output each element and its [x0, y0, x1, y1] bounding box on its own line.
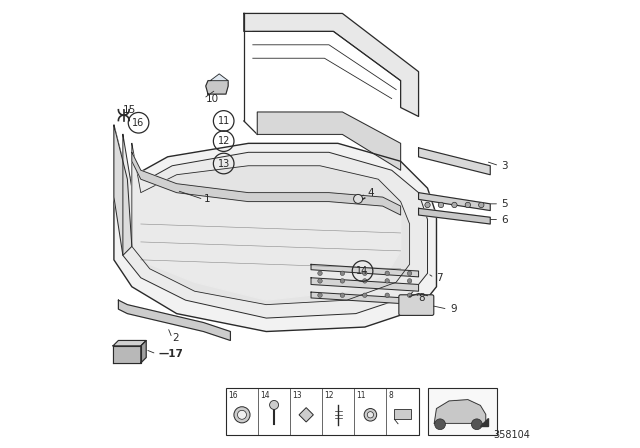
Circle shape	[317, 279, 323, 283]
Polygon shape	[435, 400, 486, 423]
Text: 8: 8	[388, 391, 394, 400]
Circle shape	[269, 401, 278, 409]
Polygon shape	[118, 300, 230, 340]
Text: 7: 7	[436, 273, 443, 283]
Polygon shape	[244, 13, 419, 116]
Circle shape	[317, 271, 323, 276]
Polygon shape	[132, 143, 410, 305]
Text: 9: 9	[450, 304, 456, 314]
Circle shape	[237, 410, 246, 419]
Polygon shape	[311, 278, 419, 291]
Circle shape	[425, 202, 430, 208]
Text: 12: 12	[324, 391, 334, 400]
Text: 11: 11	[356, 391, 366, 400]
Circle shape	[438, 202, 444, 208]
Polygon shape	[257, 112, 401, 170]
Circle shape	[407, 279, 412, 283]
Circle shape	[479, 202, 484, 208]
Polygon shape	[419, 148, 490, 175]
Text: 2: 2	[172, 333, 179, 343]
Text: 11: 11	[218, 116, 230, 126]
Text: 6: 6	[502, 215, 508, 224]
Bar	[428, 388, 497, 435]
Text: 358104: 358104	[493, 430, 531, 440]
Polygon shape	[123, 134, 428, 318]
Circle shape	[435, 419, 445, 430]
Text: 12: 12	[218, 136, 230, 146]
Circle shape	[317, 293, 323, 297]
Polygon shape	[141, 340, 146, 363]
Polygon shape	[132, 161, 401, 300]
Polygon shape	[113, 346, 141, 363]
Text: 16: 16	[132, 118, 145, 128]
Text: 14: 14	[356, 266, 369, 276]
Polygon shape	[114, 125, 436, 332]
Circle shape	[465, 202, 470, 208]
Polygon shape	[114, 125, 132, 255]
Polygon shape	[419, 208, 490, 224]
Text: 8: 8	[419, 293, 425, 303]
Circle shape	[452, 202, 457, 208]
Circle shape	[407, 271, 412, 276]
Circle shape	[362, 293, 367, 297]
Bar	[394, 409, 411, 419]
Text: —17: —17	[159, 349, 184, 359]
Polygon shape	[311, 292, 419, 305]
Circle shape	[340, 293, 345, 297]
Text: 4: 4	[367, 188, 374, 198]
Polygon shape	[311, 264, 419, 277]
Bar	[226, 388, 419, 435]
Circle shape	[362, 271, 367, 276]
Polygon shape	[419, 193, 490, 211]
Circle shape	[385, 279, 389, 283]
FancyBboxPatch shape	[399, 295, 434, 315]
Circle shape	[385, 271, 389, 276]
Circle shape	[234, 407, 250, 423]
Polygon shape	[206, 81, 228, 94]
Polygon shape	[210, 74, 228, 81]
Circle shape	[367, 412, 374, 418]
Circle shape	[385, 293, 389, 297]
Text: 13: 13	[292, 391, 302, 400]
Circle shape	[364, 409, 377, 421]
Circle shape	[472, 419, 482, 430]
Circle shape	[362, 279, 367, 283]
Polygon shape	[299, 408, 314, 422]
Polygon shape	[113, 340, 146, 346]
Circle shape	[407, 293, 412, 297]
Text: 16: 16	[228, 391, 238, 400]
Circle shape	[340, 271, 345, 276]
Circle shape	[340, 279, 345, 283]
Text: 14: 14	[260, 391, 270, 400]
Text: 1: 1	[204, 194, 210, 204]
Polygon shape	[481, 418, 488, 426]
Text: 3: 3	[502, 161, 508, 171]
Polygon shape	[132, 152, 401, 215]
Circle shape	[353, 194, 362, 203]
Text: 10: 10	[206, 94, 219, 103]
Text: 15: 15	[123, 105, 136, 115]
Text: 5: 5	[502, 199, 508, 209]
Text: 13: 13	[218, 159, 230, 168]
